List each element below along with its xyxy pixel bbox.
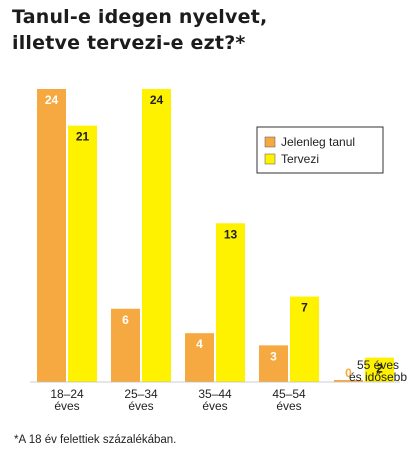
x-tick-label-4-line-0: 55 éves — [357, 358, 399, 372]
bar-jelenleg-tanul-0 — [37, 89, 66, 382]
data-label-jelenleg-tanul-4: 0 — [345, 366, 352, 380]
footnote: *A 18 év felettiek százalékában. — [14, 434, 177, 446]
chart-title-line-2: illetve tervezi-e ezt?* — [12, 32, 246, 54]
legend: Jelenleg tanul Tervezi — [256, 126, 384, 174]
legend-box — [256, 126, 384, 174]
bars-layer: 24 21 6 24 4 13 3 7 0 2 — [37, 89, 394, 382]
x-tick-label-1-line-1: éves — [128, 399, 153, 413]
legend-label-jelenleg-tanul: Jelenleg tanul — [281, 135, 355, 149]
x-tick-label-4-line-1: és idősebb — [349, 370, 407, 384]
x-tick-label-3-line-1: éves — [276, 399, 301, 413]
data-label-jelenleg-tanul-0: 24 — [45, 93, 59, 107]
bar-jelenleg-tanul-4 — [334, 380, 363, 382]
x-tick-label-0-line-0: 18–24 — [50, 387, 84, 401]
bar-tervezi-3 — [290, 296, 319, 382]
data-label-tervezi-1: 24 — [150, 93, 164, 107]
bar-jelenleg-tanul-1 — [111, 308, 140, 382]
bar-jelenleg-tanul-3 — [259, 345, 288, 382]
legend-swatch-tervezi — [264, 153, 276, 165]
chart-title: Tanul-e idegen nyelvet, illetve tervezi-… — [12, 4, 402, 56]
data-label-jelenleg-tanul-2: 4 — [196, 337, 203, 351]
bar-tervezi-1 — [142, 89, 171, 382]
x-tick-label-2-line-0: 35–44 — [198, 387, 232, 401]
legend-swatch-jelenleg-tanul — [264, 136, 276, 148]
bar-jelenleg-tanul-2 — [185, 333, 214, 382]
data-label-tervezi-0: 21 — [76, 130, 90, 144]
data-label-tervezi-3: 7 — [301, 301, 308, 315]
bar-tervezi-4 — [365, 357, 394, 382]
data-label-jelenleg-tanul-1: 6 — [122, 313, 129, 327]
legend-label-tervezi: Tervezi — [281, 152, 319, 166]
bar-tervezi-2 — [216, 223, 245, 382]
x-tick-label-1-line-0: 25–34 — [124, 387, 158, 401]
data-label-tervezi-4: 2 — [376, 362, 383, 376]
data-label-tervezi-2: 13 — [224, 227, 238, 241]
bar-tervezi-0 — [68, 125, 97, 382]
x-tick-label-3-line-0: 45–54 — [272, 387, 306, 401]
x-tick-label-0-line-1: éves — [54, 399, 79, 413]
data-label-jelenleg-tanul-3: 3 — [270, 349, 277, 363]
x-tick-label-2-line-1: éves — [202, 399, 227, 413]
chart-title-line-1: Tanul-e idegen nyelvet, — [12, 6, 268, 28]
